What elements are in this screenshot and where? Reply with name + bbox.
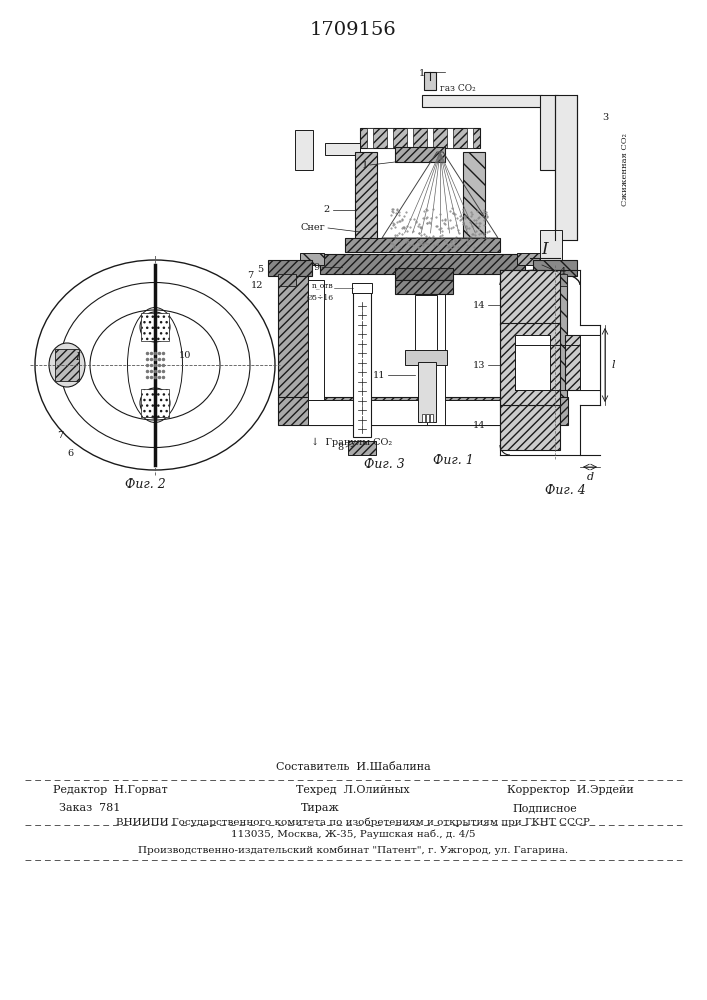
Text: 113035, Москва, Ж-35, Раушская наб., д. 4/5: 113035, Москва, Ж-35, Раушская наб., д. …: [230, 829, 475, 839]
Text: 1: 1: [419, 68, 425, 78]
Bar: [308, 280, 324, 400]
Bar: [300, 253, 324, 265]
Text: 13: 13: [472, 360, 485, 369]
Bar: [447, 128, 453, 148]
Bar: [422, 414, 425, 422]
Bar: [278, 270, 308, 400]
Bar: [422, 95, 542, 107]
Text: l: l: [612, 360, 615, 370]
Text: Тираж: Тираж: [300, 803, 339, 813]
Bar: [395, 147, 445, 162]
Bar: [426, 414, 429, 422]
Text: Фиг. 4: Фиг. 4: [544, 484, 585, 496]
Bar: [55, 349, 79, 381]
Text: 12: 12: [250, 280, 263, 290]
Bar: [415, 295, 437, 355]
Bar: [427, 270, 445, 425]
Text: 1: 1: [362, 160, 368, 169]
Bar: [500, 405, 560, 450]
Text: Корректор  И.Эрдейи: Корректор И.Эрдейи: [507, 785, 633, 795]
Text: Производственно-издательский комбинат "Патент", г. Ужгород, ул. Гагарина.: Производственно-издательский комбинат "П…: [138, 845, 568, 855]
Bar: [463, 152, 485, 240]
Text: газ CO₂: газ CO₂: [440, 84, 476, 93]
Text: Сжиженная CO₂: Сжиженная CO₂: [621, 134, 629, 206]
Text: 9: 9: [314, 262, 320, 271]
Text: Фиг. 1: Фиг. 1: [433, 454, 474, 466]
Bar: [533, 260, 577, 276]
Text: Фиг. 2: Фиг. 2: [124, 479, 165, 491]
Bar: [515, 335, 550, 390]
Bar: [540, 95, 558, 170]
Text: 1709156: 1709156: [310, 21, 397, 39]
Text: 4: 4: [560, 267, 566, 276]
Text: 7: 7: [247, 270, 253, 279]
Bar: [565, 335, 600, 390]
Bar: [268, 260, 312, 276]
Bar: [278, 274, 296, 286]
Bar: [320, 254, 525, 274]
Bar: [405, 350, 447, 365]
Circle shape: [140, 388, 170, 418]
Text: 14: 14: [472, 420, 485, 430]
Bar: [353, 292, 371, 437]
Text: Составитель  И.Шабалина: Составитель И.Шабалина: [276, 762, 431, 772]
Bar: [141, 389, 169, 417]
Text: I: I: [542, 241, 549, 258]
Text: 14: 14: [472, 300, 485, 310]
Bar: [555, 95, 577, 240]
Text: Фиг. 3: Фиг. 3: [363, 458, 404, 472]
Text: n_отв: n_отв: [312, 281, 334, 289]
Text: ↓  Гранулы CO₂: ↓ Гранулы CO₂: [312, 437, 392, 447]
Bar: [537, 270, 567, 400]
Circle shape: [148, 320, 162, 334]
Text: I: I: [75, 352, 79, 362]
Bar: [352, 283, 372, 293]
Text: Снег: Снег: [300, 224, 325, 232]
Bar: [395, 268, 453, 280]
Bar: [517, 253, 542, 265]
Bar: [348, 441, 376, 455]
Ellipse shape: [49, 343, 85, 387]
Bar: [308, 400, 537, 425]
Text: 10: 10: [179, 351, 191, 360]
Text: 2: 2: [324, 206, 330, 215]
Bar: [395, 280, 453, 294]
Text: Заказ  781: Заказ 781: [59, 803, 121, 813]
Bar: [367, 128, 373, 148]
Text: Техред  Л.Олийных: Техред Л.Олийных: [296, 785, 410, 795]
Bar: [141, 313, 169, 341]
Bar: [360, 128, 480, 148]
Bar: [427, 128, 433, 148]
Text: ВНИИПИ Государственного комитета по изобретениям и открытиям при ГКНТ СССР: ВНИИПИ Государственного комитета по изоб…: [116, 817, 590, 827]
Bar: [500, 270, 560, 325]
Text: 7: 7: [57, 430, 63, 440]
Text: Подписное: Подписное: [513, 803, 578, 813]
Text: d: d: [586, 472, 594, 482]
Bar: [521, 280, 537, 400]
Bar: [467, 128, 473, 148]
Text: 5: 5: [257, 265, 263, 274]
Bar: [295, 130, 313, 170]
Text: Редактор  Н.Горват: Редактор Н.Горват: [53, 785, 168, 795]
Bar: [430, 414, 433, 422]
Bar: [500, 323, 560, 405]
Bar: [355, 152, 377, 240]
Circle shape: [148, 396, 162, 410]
Bar: [540, 230, 562, 280]
Text: Ø5÷16: Ø5÷16: [307, 294, 334, 302]
Bar: [325, 143, 360, 155]
Bar: [418, 362, 436, 422]
Bar: [278, 397, 568, 425]
Text: 11: 11: [373, 370, 385, 379]
Bar: [549, 274, 567, 286]
Circle shape: [140, 312, 170, 342]
Bar: [387, 128, 393, 148]
Bar: [345, 238, 500, 252]
Bar: [407, 128, 413, 148]
Bar: [424, 72, 436, 90]
Text: 6: 6: [67, 448, 73, 458]
Bar: [580, 335, 600, 390]
Text: 8: 8: [338, 442, 344, 452]
Text: 3: 3: [602, 113, 608, 122]
